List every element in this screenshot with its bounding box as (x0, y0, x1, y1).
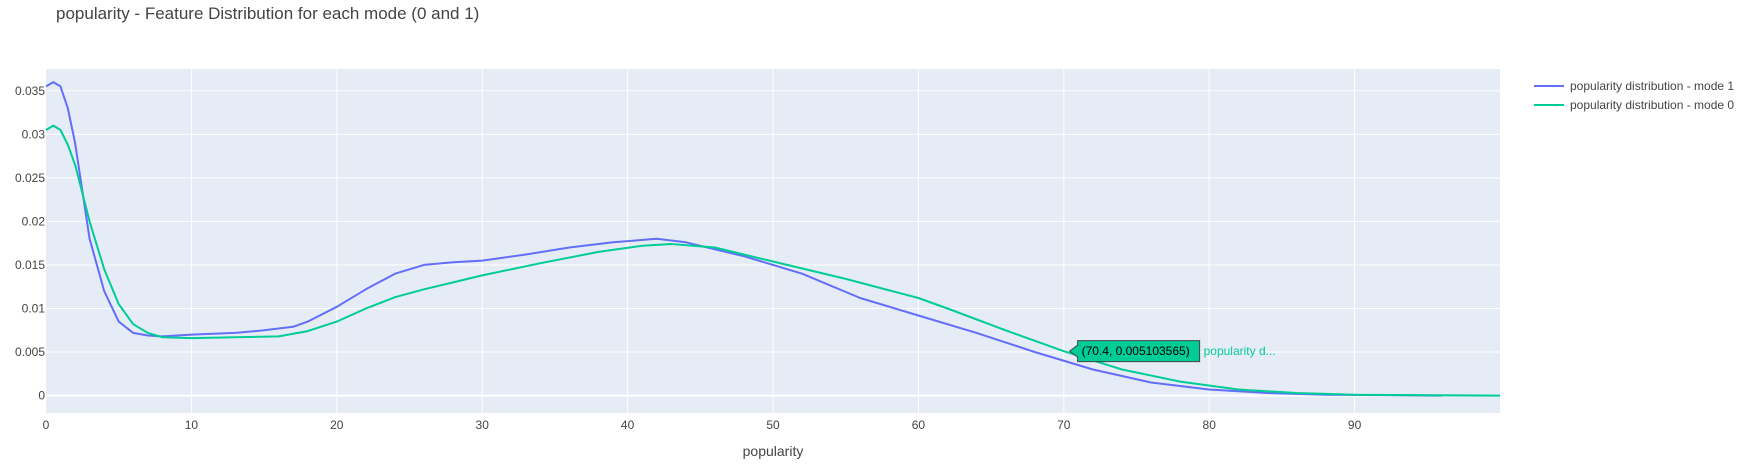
y-tick-label: 0.025 (15, 171, 45, 185)
x-tick-label: 60 (912, 418, 926, 432)
y-tick-label: 0.035 (15, 84, 45, 98)
x-tick-label: 0 (43, 418, 50, 432)
y-tick-label: 0.015 (15, 258, 45, 272)
y-tick-label: 0 (38, 389, 45, 403)
y-tick-label: 0.005 (15, 345, 45, 359)
legend-label-mode-1: popularity distribution - mode 1 (1570, 78, 1735, 93)
x-axis-title: popularity (743, 443, 804, 459)
y-tick-label: 0.03 (22, 127, 46, 141)
y-tick-label: 0.01 (22, 301, 46, 315)
x-tick-label: 70 (1057, 418, 1071, 432)
legend-swatch-mode-0 (1534, 103, 1564, 106)
x-tick-label: 20 (330, 418, 344, 432)
y-tick-label: 0.02 (22, 214, 46, 228)
legend-label-mode-0: popularity distribution - mode 0 (1570, 97, 1735, 112)
x-tick-label: 10 (185, 418, 199, 432)
legend-item-mode-0[interactable]: popularity distribution - mode 0 (1534, 95, 1734, 114)
hover-tooltip-series: popularity d... (1204, 344, 1276, 358)
x-tick-label: 50 (766, 418, 780, 432)
x-tick-label: 80 (1203, 418, 1217, 432)
x-tick-label: 30 (476, 418, 490, 432)
series-line-mode-0[interactable] (45, 124, 1501, 397)
x-tick-label: 90 (1348, 418, 1362, 432)
hover-tooltip-value: (70.4, 0.005103565) (1082, 344, 1190, 358)
legend-item-mode-1[interactable]: popularity distribution - mode 1 (1534, 76, 1734, 95)
legend-swatch-mode-1 (1534, 84, 1564, 87)
x-tick-label: 40 (621, 418, 635, 432)
chart-title: popularity - Feature Distribution for ea… (56, 4, 480, 23)
legend[interactable]: popularity distribution - mode 1 popular… (1534, 76, 1734, 114)
series-line-mode-1[interactable] (45, 81, 1442, 397)
hover-tooltip-box (1068, 340, 1201, 363)
